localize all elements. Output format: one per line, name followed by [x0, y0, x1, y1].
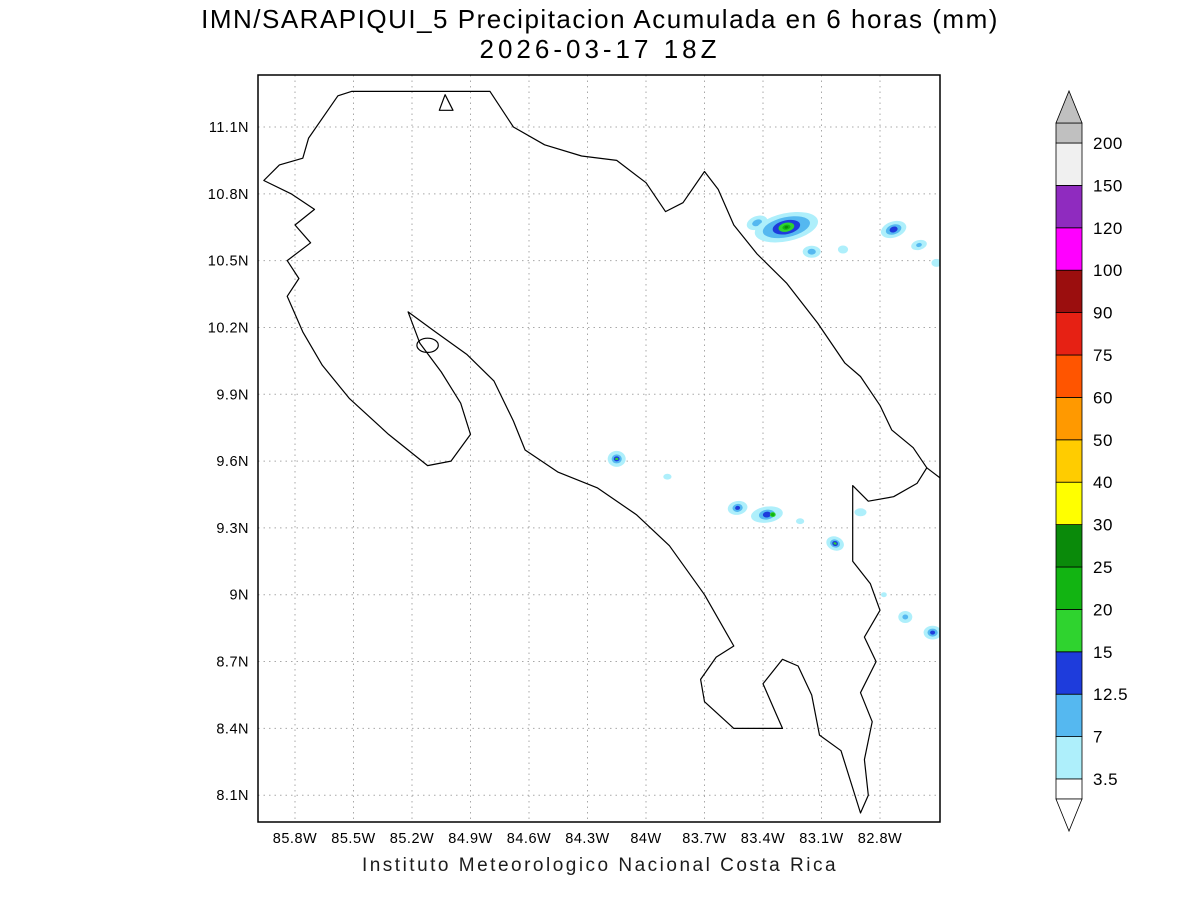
colorbar-labels: 200 150 120 100 90 75 60 50 40 30 25 20 15 12.5 7 3.5	[1093, 134, 1128, 789]
colorbar-segment	[1055, 609, 1083, 653]
colorbar-over-segment	[1055, 122, 1083, 144]
colorbar-level-label: 12.5	[1093, 685, 1128, 704]
colorbar-level-label: 60	[1093, 388, 1113, 407]
precip-contour-ring	[931, 258, 940, 267]
latitude-tick-label: 8.1N	[216, 788, 249, 804]
colorbar-level-label: 15	[1093, 643, 1113, 662]
precip-contour-ring	[889, 226, 898, 233]
colorbar-segment	[1055, 566, 1083, 610]
colorbar-segment	[1055, 481, 1083, 526]
latitude-tick-label: 9.6N	[216, 454, 249, 470]
precip-contour-ring	[762, 511, 771, 518]
colorbar-segment	[1055, 736, 1083, 780]
colorbar-segment	[1055, 227, 1083, 271]
latitude-tick-label: 10.5N	[208, 254, 249, 270]
colorbar-level-label: 200	[1093, 134, 1123, 153]
latitude-tick-label: 8.7N	[216, 655, 249, 671]
longitude-tick-label: 82.8W	[858, 831, 902, 847]
colorbar-level-label: 30	[1093, 516, 1113, 535]
longitude-tick-label: 85.8W	[273, 831, 317, 847]
precip-contour-ring	[902, 614, 909, 620]
colorbar-segment	[1055, 651, 1083, 695]
latitude-tick-label: 9.3N	[216, 521, 249, 537]
map-frame	[257, 74, 941, 823]
colorbar	[1055, 89, 1083, 833]
precipitation-cells	[607, 211, 940, 640]
graticule-grid	[258, 75, 940, 822]
chart-title: IMN/SARAPIQUI_5 Precipitacion Acumulada …	[201, 4, 999, 34]
precip-contour-ring	[796, 518, 805, 525]
colorbar-level-label: 40	[1093, 473, 1113, 492]
longitude-tick-label: 85.2W	[390, 831, 434, 847]
longitude-tick-label: 84.3W	[565, 831, 609, 847]
precip-contour-ring	[735, 505, 741, 510]
colorbar-level-label: 25	[1093, 558, 1113, 577]
colorbar-under-segment	[1055, 778, 1083, 800]
longitude-tick-label: 83.7W	[682, 831, 726, 847]
colorbar-segment	[1055, 184, 1083, 229]
colorbar-segment	[1055, 693, 1083, 738]
longitude-tick-label: 84.6W	[507, 831, 551, 847]
costa-rica-coastline	[263, 90, 928, 814]
chart-subtitle-date: 2026-03-17 18Z	[479, 34, 721, 64]
colorbar-level-label: 100	[1093, 261, 1123, 280]
precip-contour-ring	[916, 242, 922, 248]
latitude-tick-label: 9.9N	[216, 387, 249, 403]
longitude-tick-label: 83.4W	[741, 831, 785, 847]
island-outline	[416, 337, 439, 353]
colorbar-segment	[1055, 142, 1083, 186]
latitude-tick-label: 9N	[229, 588, 249, 604]
precip-contour-ring	[854, 508, 867, 517]
colorbar-segment	[1055, 439, 1083, 483]
precip-contour-ring	[837, 245, 849, 254]
latitude-tick-label: 10.8N	[208, 187, 249, 203]
colorbar-level-label: 50	[1093, 431, 1113, 450]
latitude-tick-label: 10.2N	[208, 321, 249, 337]
longitude-tick-label: 85.5W	[331, 831, 375, 847]
precip-contour-ring	[833, 542, 837, 545]
longitude-tick-label: 83.1W	[799, 831, 843, 847]
colorbar-under-arrow	[1055, 798, 1083, 833]
precip-contour-ring	[807, 248, 816, 255]
latitude-tick-label: 11.1N	[209, 120, 249, 136]
precip-contour-ring	[663, 473, 672, 480]
latitude-tick-label: 8.4N	[216, 721, 249, 737]
axis-tick-labels: 11.1N 10.8N 10.5N 10.2N 9.9N 9.6N 9.3N 9N 8.7N 8.…	[208, 120, 902, 847]
colorbar-level-label: 90	[1093, 304, 1113, 323]
precip-contour-ring	[784, 225, 789, 229]
colorbar-segment	[1055, 396, 1083, 441]
colorbar-segment	[1055, 354, 1083, 398]
colorbar-level-label: 20	[1093, 600, 1113, 619]
coastlines	[263, 90, 940, 814]
colorbar-level-label: 150	[1093, 176, 1123, 195]
longitude-tick-label: 84W	[630, 831, 661, 847]
precip-contour-ring	[930, 630, 936, 635]
precip-contour-ring	[615, 457, 619, 460]
neighbor-coast-segment	[926, 467, 940, 479]
precip-contour-ring	[771, 513, 775, 517]
small-map-marker	[438, 94, 454, 111]
longitude-tick-label: 84.9W	[448, 831, 492, 847]
colorbar-level-label: 3.5	[1093, 770, 1118, 789]
colorbar-segment	[1055, 269, 1083, 314]
colorbar-over-arrow	[1055, 89, 1083, 124]
colorbar-segment	[1055, 524, 1083, 568]
colorbar-level-label: 120	[1093, 219, 1123, 238]
colorbar-segment	[1055, 312, 1083, 356]
footer-caption: Instituto Meteorologico Nacional Costa R…	[361, 855, 839, 876]
colorbar-level-label: 75	[1093, 346, 1113, 365]
colorbar-level-label: 7	[1093, 728, 1103, 747]
precip-contour-ring	[881, 592, 887, 598]
